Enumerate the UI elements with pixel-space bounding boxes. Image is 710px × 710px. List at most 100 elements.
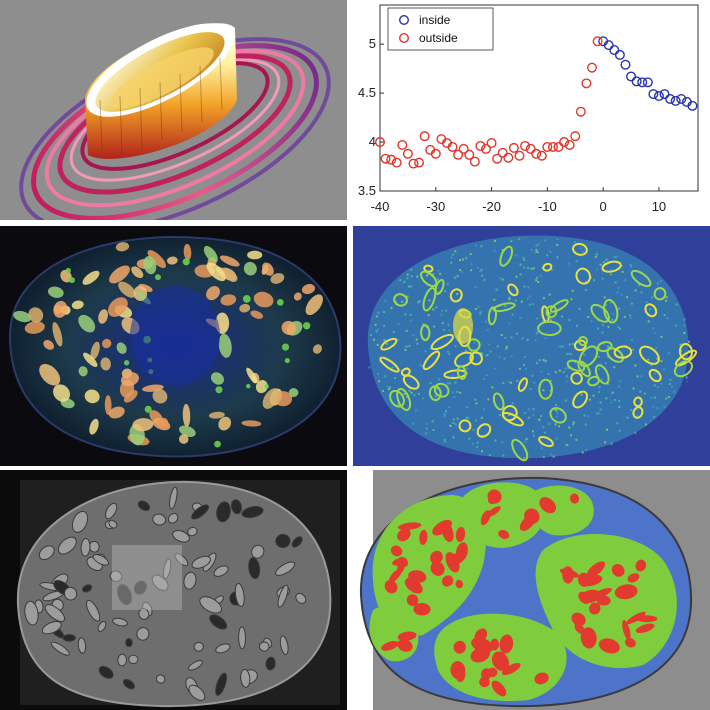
- heatmap-pixel: [427, 314, 430, 317]
- heatmap-pixel: [373, 338, 376, 341]
- heatmap-pixel: [432, 273, 435, 276]
- grayscale-cell: [234, 582, 245, 607]
- heatmap-pixel: [588, 398, 591, 401]
- data-point-outside: [414, 157, 425, 168]
- heatmap-pixel: [445, 410, 448, 413]
- heatmap-pixel: [502, 381, 505, 384]
- heatmap-pixel: [404, 348, 407, 351]
- heatmap-pixel: [432, 429, 435, 432]
- heatmap-pixel: [554, 408, 557, 411]
- heatmap-pixel: [546, 254, 549, 257]
- heatmap-pixel: [613, 366, 616, 369]
- grayscale-cell: [193, 641, 204, 652]
- legend-marker-inside: [399, 14, 410, 26]
- heatmap-pixel: [391, 366, 394, 369]
- heatmap-pixel: [609, 301, 612, 304]
- data-point-outside: [397, 139, 408, 150]
- heatmap-pixel: [567, 262, 570, 265]
- segmentation-cell: [498, 529, 510, 539]
- heatmap-pixel: [476, 266, 479, 269]
- heatmap-pixel: [635, 408, 638, 411]
- heatmap-pixel: [598, 385, 601, 388]
- data-point-inside: [620, 59, 631, 70]
- heatmap-hotspot: [422, 287, 437, 312]
- heatmap-pixel: [533, 381, 536, 384]
- heatmap-pixel: [425, 432, 428, 435]
- heatmap-pixel: [488, 401, 491, 404]
- fluorescent-cell: [116, 342, 127, 354]
- data-point-inside: [603, 40, 614, 51]
- heatmap-pixel: [480, 245, 483, 248]
- heatmap-pixel: [447, 323, 450, 326]
- fluorescent-cell: [288, 388, 299, 398]
- heatmap-pixel: [483, 353, 486, 356]
- segmentation-cell: [586, 561, 606, 578]
- heatmap-pixel: [629, 317, 632, 320]
- heatmap-pixel: [566, 432, 569, 435]
- heatmap-pixel: [614, 382, 617, 385]
- heatmap-pixel: [665, 296, 668, 299]
- heatmap-pixel: [531, 374, 534, 377]
- heatmap-pixel: [550, 453, 553, 456]
- data-point-outside: [503, 152, 514, 163]
- heatmap-pixel: [582, 250, 585, 253]
- legend: inside outside: [387, 7, 494, 51]
- heatmap-pixel: [468, 408, 471, 411]
- grayscale-cell: [117, 653, 128, 667]
- heatmap-pixel: [552, 455, 555, 458]
- data-point-outside: [553, 141, 564, 152]
- fluorescent-cell: [247, 250, 263, 260]
- grayscale-cell: [63, 586, 78, 601]
- heatmap-pixel: [550, 319, 553, 322]
- heatmap-pixel: [485, 354, 488, 357]
- heatmap-pixel: [538, 359, 541, 362]
- heatmap-pixel: [535, 244, 538, 247]
- heatmap-pixel: [632, 348, 635, 351]
- heatmap-pixel: [617, 344, 620, 347]
- heatmap-pixel: [669, 315, 672, 318]
- heatmap-pixel: [465, 367, 468, 370]
- heatmap-pixel: [410, 391, 413, 394]
- x-tick-label: 0: [600, 199, 607, 214]
- grayscale-cell: [24, 600, 39, 626]
- heatmap-pixel: [656, 357, 659, 360]
- heatmap-pixel: [526, 338, 529, 341]
- heatmap-pixel: [470, 263, 473, 266]
- grayscale-cell: [108, 519, 118, 529]
- data-point-outside: [547, 141, 558, 152]
- heatmap-pixel: [377, 311, 380, 314]
- data-point-inside: [609, 45, 620, 56]
- heatmap-pixel: [392, 312, 395, 315]
- heatmap-pixel: [617, 385, 620, 388]
- heatmap-pixel: [530, 267, 533, 270]
- heatmap-pixel: [647, 358, 650, 361]
- heatmap-pixel: [456, 275, 459, 278]
- heatmap-pixel: [671, 394, 674, 397]
- segmentation-image: [353, 470, 710, 710]
- heatmap-pixel: [561, 345, 564, 348]
- heatmap-pixel: [565, 375, 568, 378]
- heatmap-pixel: [637, 382, 640, 385]
- heatmap-pixel: [597, 390, 600, 393]
- heatmap-pixel: [448, 382, 451, 385]
- heatmap-pixel: [575, 260, 578, 263]
- heatmap-pixel: [485, 346, 488, 349]
- grayscale-cell: [216, 501, 231, 523]
- heatmap-pixel: [604, 441, 607, 444]
- heatmap-pixel: [392, 330, 395, 333]
- heatmap-pixel: [608, 314, 611, 317]
- heatmap-pixel: [599, 408, 602, 411]
- heatmap-pixel: [500, 334, 503, 337]
- heatmap-pixel: [504, 336, 507, 339]
- segmentation-image-panel: [353, 470, 710, 710]
- fluorescent-cell: [178, 434, 189, 444]
- heatmap-pixel: [466, 406, 469, 409]
- heatmap-pixel: [469, 252, 472, 255]
- data-point-outside: [391, 157, 402, 168]
- heatmap-pixel: [377, 372, 380, 375]
- heatmap-pixel: [645, 423, 648, 426]
- y-tick-label: 3.5: [358, 183, 376, 198]
- heatmap-pixel: [521, 371, 524, 374]
- fluorescent-cell: [166, 256, 178, 265]
- fluorescent-cell: [109, 265, 130, 284]
